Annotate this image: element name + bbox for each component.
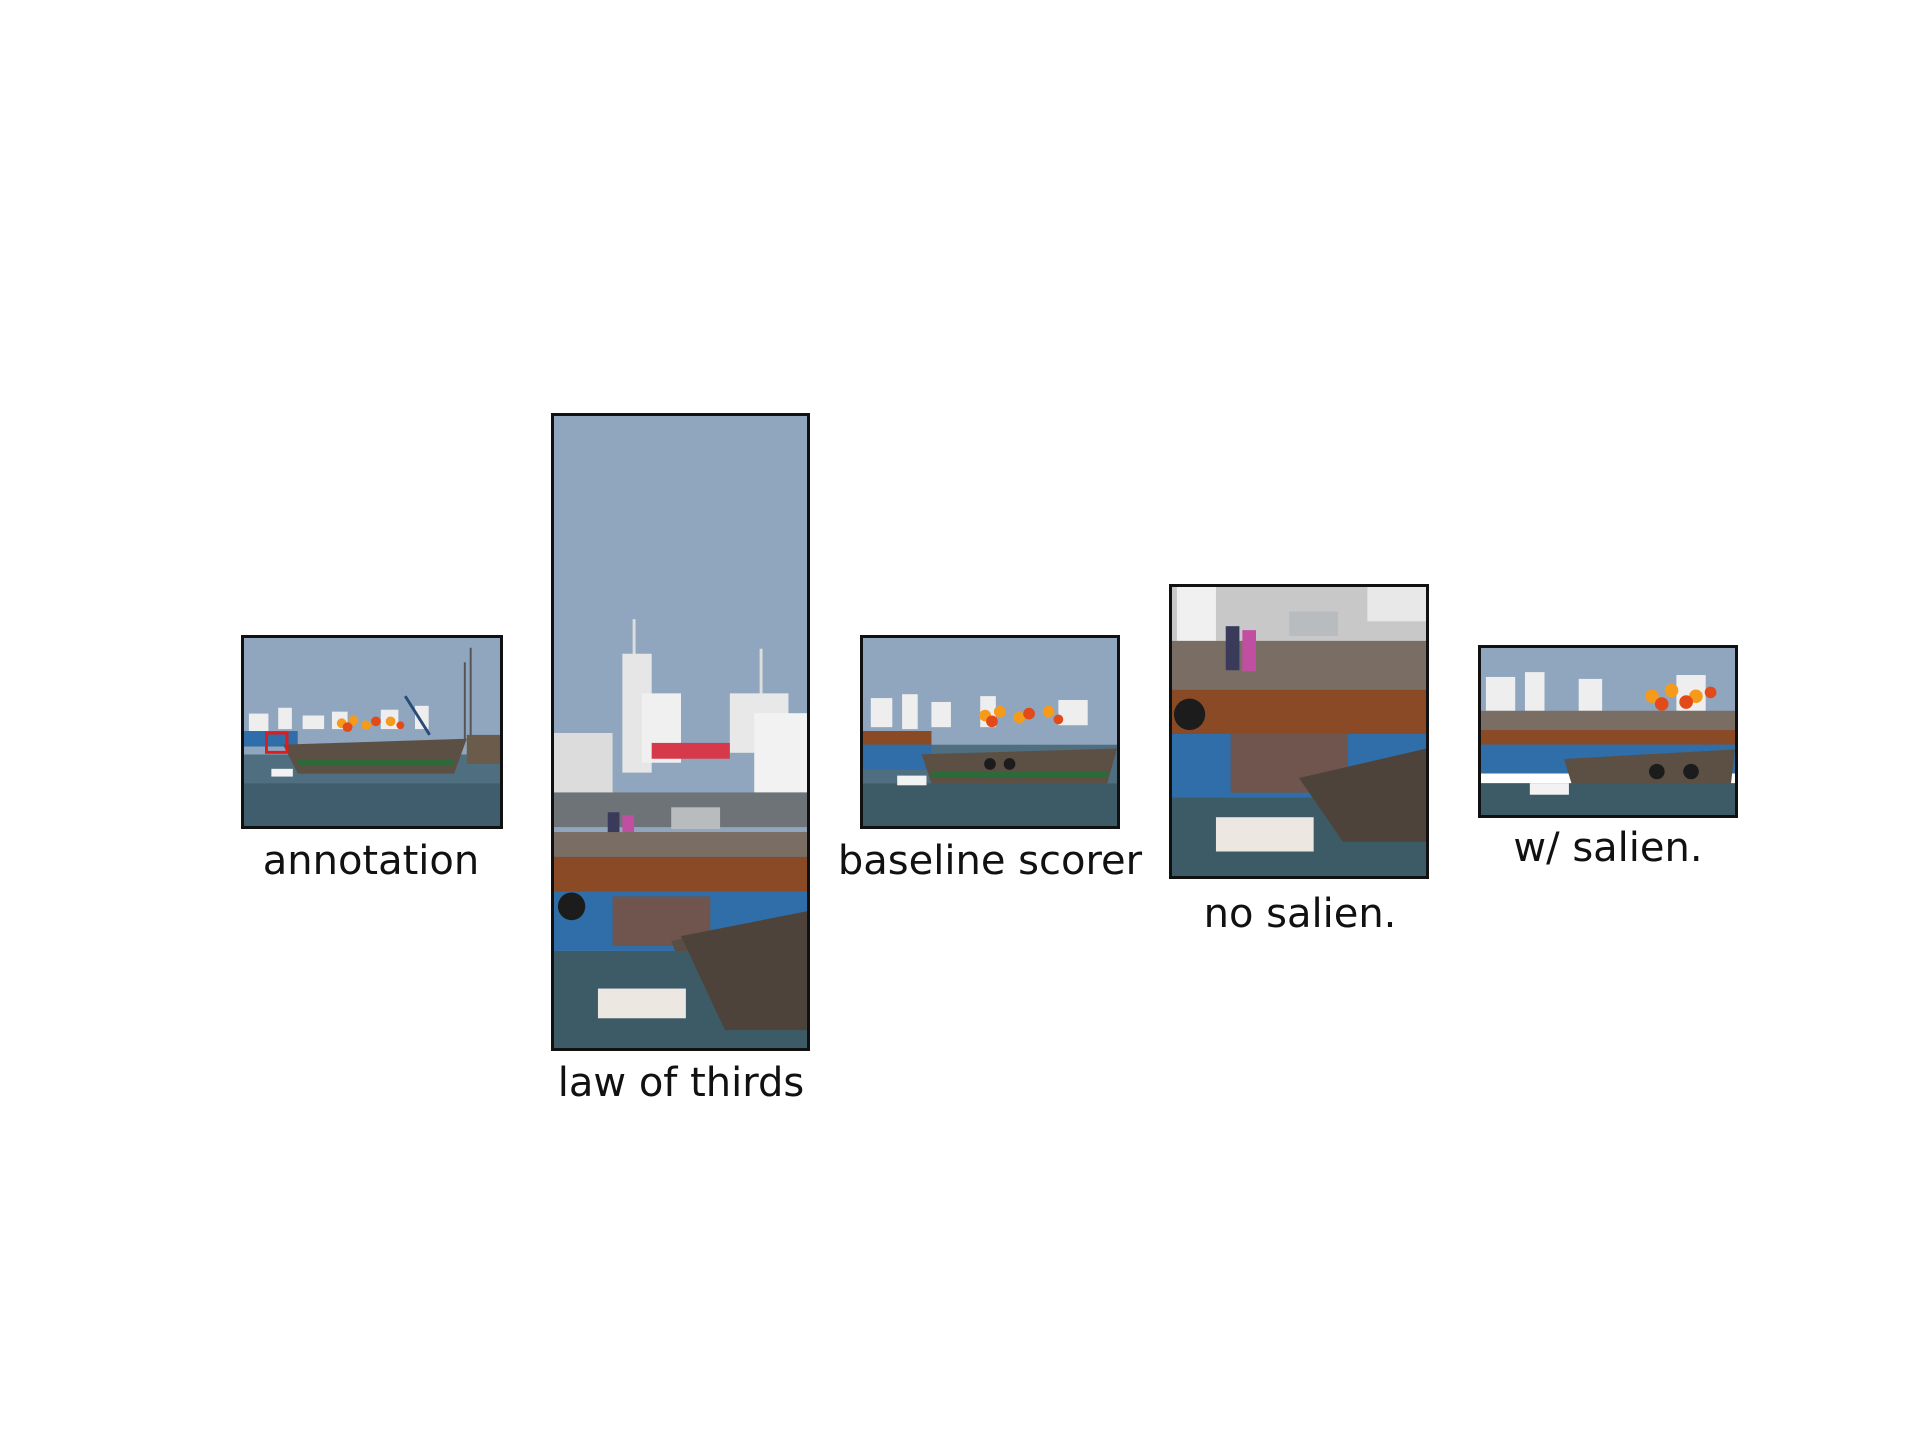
harbor-dock-crop-image — [1172, 587, 1426, 876]
harbor-boat-crop-image — [1481, 648, 1735, 815]
caption-with-saliency: w/ salien. — [1513, 825, 1703, 871]
caption-law-of-thirds: law of thirds — [557, 1060, 805, 1106]
caption-baseline-scorer: baseline scorer — [837, 838, 1143, 884]
caption-annotation: annotation — [262, 838, 480, 884]
harbor-tall-crop-image — [554, 416, 807, 1048]
panel-annotation — [241, 635, 503, 829]
panel-no-saliency — [1169, 584, 1429, 879]
panel-baseline-scorer — [860, 635, 1120, 829]
harbor-full-image — [244, 638, 500, 826]
annotation-box — [265, 731, 289, 754]
panel-law-of-thirds — [551, 413, 810, 1051]
panel-with-saliency — [1478, 645, 1738, 818]
caption-no-saliency: no salien. — [1203, 891, 1397, 937]
harbor-wide-crop-image — [863, 638, 1117, 826]
